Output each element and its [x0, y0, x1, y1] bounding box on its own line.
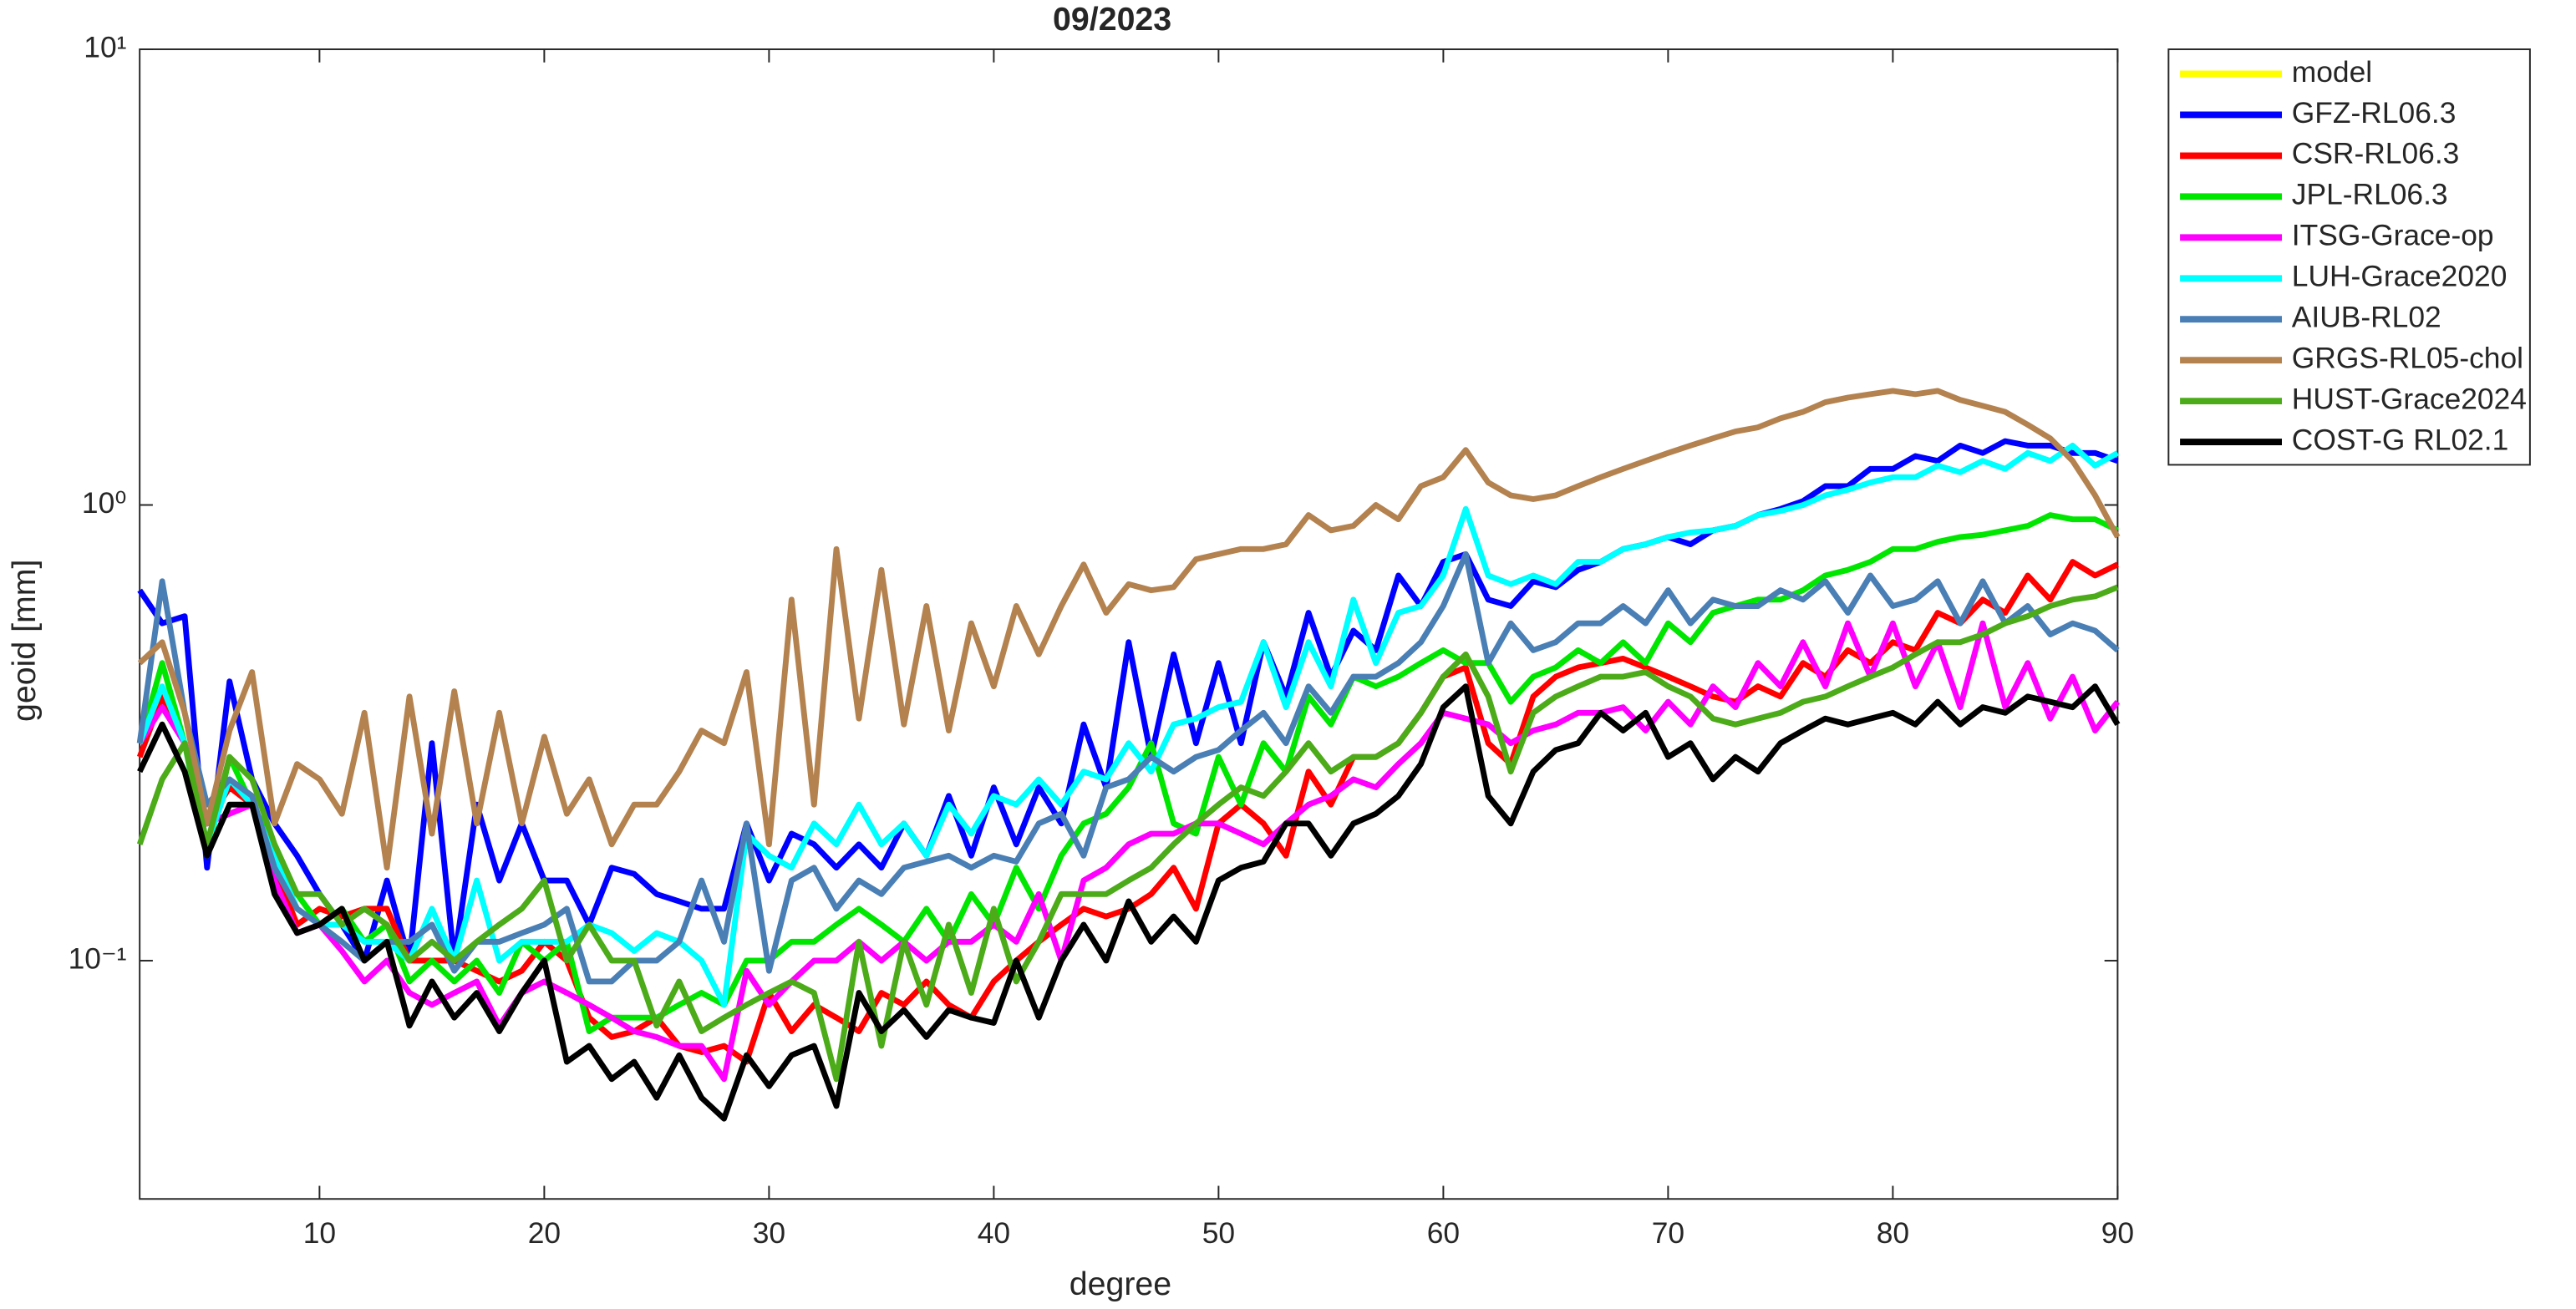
series-line: [136, 584, 2119, 1083]
legend-box: [2167, 48, 2531, 466]
x-tick-label: 70: [1652, 1217, 1684, 1250]
y-tick-label: 10⁻¹: [69, 942, 127, 975]
x-tick-label: 80: [1877, 1217, 1909, 1250]
series-line: [137, 388, 2121, 871]
x-tick-label: 40: [978, 1217, 1010, 1250]
legend-label: COST-G RL02.1: [2292, 424, 2509, 456]
y-axis-label: geoid [mm]: [6, 560, 43, 722]
x-tick-label: 60: [1427, 1217, 1460, 1250]
x-tick-label: 10: [303, 1217, 336, 1250]
plot-area: [139, 48, 2119, 1200]
x-tick-label: 20: [528, 1217, 561, 1250]
series-line: [136, 442, 2120, 1008]
legend-label: ITSG-Grace-op: [2292, 220, 2494, 252]
legend-label: HUST-Grace2024: [2292, 383, 2527, 415]
series-line: [136, 512, 2119, 1034]
x-tick-label: 90: [2101, 1217, 2134, 1250]
legend-label: JPL-RL06.3: [2292, 179, 2448, 211]
chart-title: 09/2023: [1053, 1, 1171, 38]
legend-label: model: [2292, 56, 2372, 89]
legend-label: AIUB-RL02: [2292, 302, 2441, 334]
series-line: [137, 683, 2121, 1122]
x-tick-label: 50: [1202, 1217, 1235, 1250]
legend-label: LUH-Grace2020: [2292, 261, 2507, 293]
x-axis-label: degree: [1070, 1266, 1171, 1302]
legend-label: GFZ-RL06.3: [2292, 97, 2457, 129]
y-tick-label: 10¹: [84, 31, 126, 63]
legend-label: CSR-RL06.3: [2292, 138, 2460, 170]
y-tick-label: 10⁰: [82, 487, 127, 520]
legend-label: GRGS-RL05-chol: [2292, 342, 2523, 375]
x-tick-label: 30: [753, 1217, 785, 1250]
series-line: [137, 620, 2121, 1083]
